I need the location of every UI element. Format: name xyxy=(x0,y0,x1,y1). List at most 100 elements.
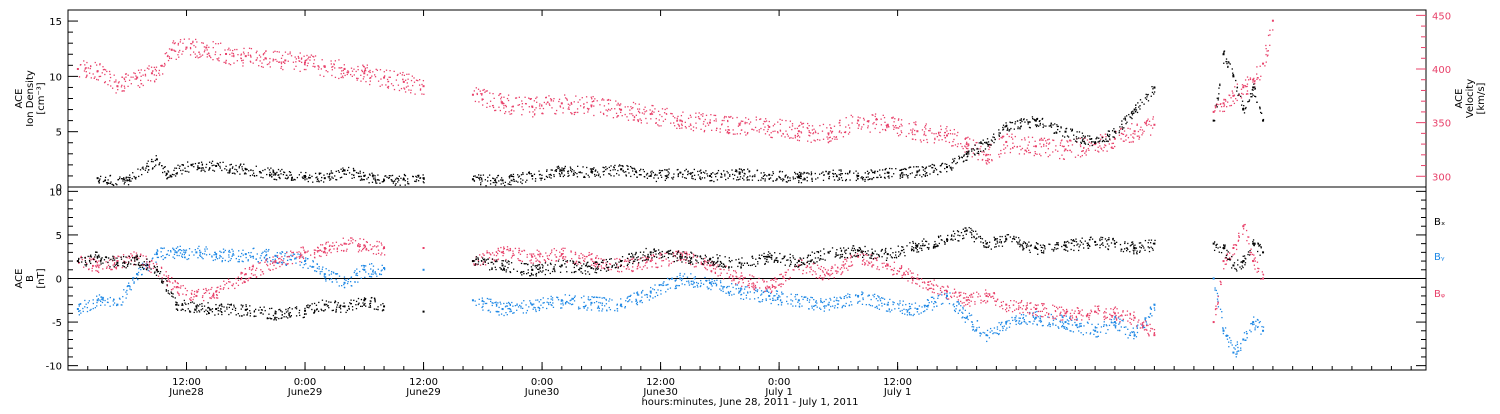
by-series-dot xyxy=(844,296,845,297)
by-series-dot xyxy=(711,281,712,282)
by-series-dot xyxy=(1115,325,1116,326)
velocity-series-dot xyxy=(200,56,201,57)
by-series-dot xyxy=(1254,329,1255,330)
by-series-dot xyxy=(1019,317,1020,318)
by-series-dot xyxy=(157,250,158,251)
density-series-dot xyxy=(510,174,511,175)
velocity-series-dot xyxy=(96,79,97,80)
velocity-series-dot xyxy=(777,131,778,132)
velocity-series-dot xyxy=(270,66,271,67)
velocity-series-dot xyxy=(387,87,388,88)
velocity-series-dot xyxy=(499,93,500,94)
by-series-dot xyxy=(815,302,816,303)
density-series-dot xyxy=(724,174,725,175)
velocity-series-dot xyxy=(1113,148,1114,149)
by-series-dot xyxy=(1261,326,1262,327)
by-series-dot xyxy=(1236,356,1237,357)
by-series-dot xyxy=(373,266,374,267)
velocity-series-dot xyxy=(1217,104,1218,105)
density-series-dot xyxy=(563,169,564,170)
density-series-dot xyxy=(839,179,840,180)
velocity-series-dot xyxy=(478,89,479,90)
by-series-dot xyxy=(1015,321,1016,322)
by-series-dot xyxy=(1021,314,1022,315)
velocity-series-dot xyxy=(1150,134,1151,135)
density-tick-label: 5 xyxy=(56,128,62,139)
velocity-series-dot xyxy=(539,103,540,104)
bz-series-dot xyxy=(89,258,90,259)
density-series-dot xyxy=(490,180,491,181)
density-series-dot xyxy=(1019,127,1020,128)
density-series-dot xyxy=(895,168,896,169)
density-series-dot xyxy=(481,179,482,180)
by-series-dot xyxy=(830,299,831,300)
density-series-dot xyxy=(1245,108,1246,109)
by-series-dot xyxy=(512,313,513,314)
density-series-dot xyxy=(419,178,420,179)
by-series-dot xyxy=(934,301,935,302)
density-series-dot xyxy=(375,181,376,182)
by-series-dot xyxy=(262,252,263,253)
by-series-dot xyxy=(933,303,934,304)
density-series-dot xyxy=(825,171,826,172)
density-series-dot xyxy=(237,171,238,172)
by-series-dot xyxy=(861,291,862,292)
velocity-series-dot xyxy=(666,113,667,114)
by-series-dot xyxy=(1060,315,1061,316)
velocity-series-dot xyxy=(740,133,741,134)
by-series-dot xyxy=(583,302,584,303)
density-series-dot xyxy=(1135,104,1136,105)
velocity-series-dot xyxy=(591,97,592,98)
velocity-series-dot xyxy=(659,114,660,115)
density-series-dot xyxy=(1135,111,1136,112)
velocity-series-point xyxy=(827,132,829,134)
density-series-dot xyxy=(856,180,857,181)
by-series-dot xyxy=(1091,324,1092,325)
by-series-dot xyxy=(980,335,981,336)
density-series-dot xyxy=(549,174,550,175)
velocity-series-dot xyxy=(725,129,726,130)
density-series-dot xyxy=(209,162,210,163)
density-tick-label: 15 xyxy=(49,17,62,28)
velocity-series-dot xyxy=(742,121,743,122)
velocity-series-dot xyxy=(160,65,161,66)
density-series-dot xyxy=(988,141,989,142)
by-series-dot xyxy=(542,302,543,303)
bz-series-point xyxy=(531,256,533,258)
velocity-series-dot xyxy=(300,52,301,53)
by-series-dot xyxy=(708,288,709,289)
density-series-dot xyxy=(383,181,384,182)
density-series-dot xyxy=(239,167,240,168)
velocity-series-dot xyxy=(651,112,652,113)
density-series-dot xyxy=(711,174,712,175)
velocity-series-dot xyxy=(1224,104,1225,105)
by-series-dot xyxy=(170,251,171,252)
velocity-series-dot xyxy=(154,74,155,75)
density-series-dot xyxy=(342,167,343,168)
velocity-series-point xyxy=(1153,124,1155,126)
density-series-dot xyxy=(573,173,574,174)
velocity-series-dot xyxy=(513,110,514,111)
by-series-dot xyxy=(1144,319,1145,320)
velocity-series-dot xyxy=(249,48,250,49)
velocity-series-dot xyxy=(126,73,127,74)
by-series-dot xyxy=(594,296,595,297)
density-series-dot xyxy=(857,176,858,177)
density-series-dot xyxy=(123,177,124,178)
density-series-dot xyxy=(1040,124,1041,125)
density-series-dot xyxy=(1131,111,1132,112)
velocity-series-dot xyxy=(1153,116,1154,117)
velocity-series-dot xyxy=(610,100,611,101)
by-series-dot xyxy=(967,316,968,317)
by-series-dot xyxy=(289,259,290,260)
velocity-series-dot xyxy=(829,141,830,142)
density-series-dot xyxy=(888,173,889,174)
density-series-dot xyxy=(306,178,307,179)
by-series-dot xyxy=(350,281,351,282)
by-series-dot xyxy=(955,308,956,309)
density-series-dot xyxy=(900,174,901,175)
velocity-series-dot xyxy=(84,64,85,65)
by-series-dot xyxy=(137,279,138,280)
by-series-dot xyxy=(813,309,814,310)
by-series-point xyxy=(827,304,829,306)
